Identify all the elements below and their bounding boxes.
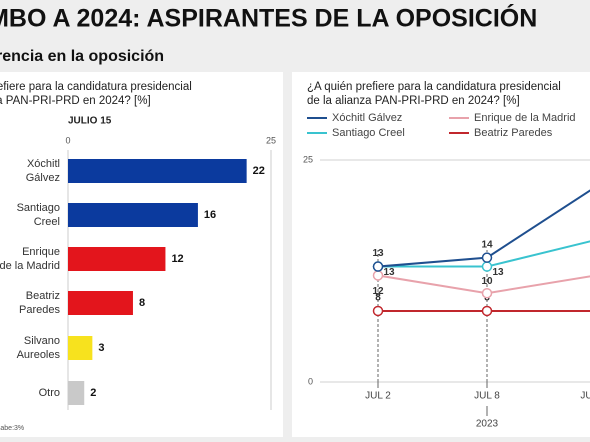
chart-question: ¿A quién prefiere para la candidatura pr… [0, 81, 192, 93]
legend-label: Xóchitl Gálvez [332, 112, 402, 124]
category-label: Beatriz [26, 290, 60, 302]
x-tick-label: JUL 2 [365, 391, 391, 402]
y-tick-label: 0 [308, 376, 313, 386]
bar [68, 336, 93, 360]
point-marker [481, 261, 493, 272]
chart-question: de la alianza PAN-PRI-PRD en 2024? [%] [307, 95, 520, 107]
x-tick-label: JUL 8 [474, 391, 500, 402]
point-label: 13 [372, 248, 384, 259]
x-axis-label: 2023 [476, 419, 499, 430]
subtitle: Preferencia en la oposición [0, 48, 164, 65]
legend-label: Enrique de la Madrid [474, 112, 576, 124]
value-label: 8 [139, 297, 145, 309]
note: No sabe:3% [0, 425, 24, 432]
category-label: Aureoles [17, 349, 61, 361]
chart-question: de la alianza PAN-PRI-PRD en 2024? [%] [0, 95, 151, 107]
category-label: Creel [34, 216, 60, 228]
legend-label: Santiago Creel [332, 127, 405, 139]
legend-label: Beatriz Paredes [474, 127, 553, 139]
point-label: 8 [375, 293, 381, 304]
point-label: 13 [492, 267, 504, 278]
x-tick-label: JUL 15 [580, 391, 590, 402]
point-label: 14 [481, 239, 493, 250]
x-tick-label: 0 [65, 135, 70, 145]
point-marker [481, 252, 493, 263]
category-label: Otro [39, 387, 60, 399]
bar [68, 247, 166, 271]
chart-question: ¿A quién prefiere para la candidatura pr… [307, 81, 561, 93]
value-label: 3 [98, 342, 104, 354]
point-label: 13 [383, 267, 395, 278]
category-label: de la Madrid [0, 260, 60, 272]
point-marker [481, 305, 493, 317]
bar [68, 159, 247, 183]
category-label: Santiago [17, 202, 60, 214]
category-label: Silvano [24, 335, 60, 347]
x-tick-label: 25 [266, 135, 276, 145]
point-marker [481, 287, 493, 299]
title: RUMBO A 2024: ASPIRANTES DE LA OPOSICIÓN [0, 3, 537, 33]
point-label: 12 [372, 286, 384, 297]
category-label: Xóchitl [27, 158, 60, 170]
value-label: 12 [171, 253, 183, 265]
point-marker [372, 270, 384, 281]
period-label: JULIO 15 [68, 116, 112, 127]
category-label: Paredes [19, 304, 60, 316]
bar [68, 291, 133, 315]
y-tick-label: 25 [303, 154, 313, 164]
value-label: 22 [253, 165, 265, 177]
point-marker [372, 305, 384, 317]
value-label: 16 [204, 209, 216, 221]
point-label: 10 [481, 276, 493, 287]
category-label: Gálvez [26, 172, 60, 184]
bar [68, 203, 198, 227]
point-marker [372, 261, 384, 272]
value-label: 2 [90, 387, 96, 399]
bar [68, 381, 85, 405]
category-label: Enrique [22, 246, 60, 258]
